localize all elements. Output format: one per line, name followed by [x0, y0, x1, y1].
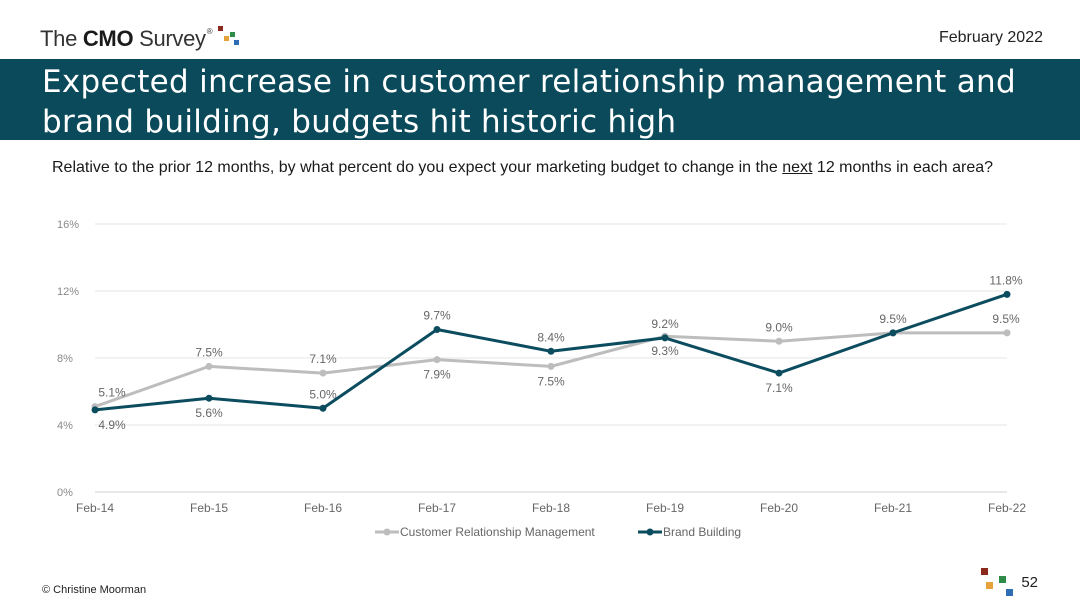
- data-point: [205, 362, 213, 370]
- data-point: [319, 404, 327, 412]
- data-label: 7.1%: [309, 352, 337, 366]
- y-tick-label: 4%: [57, 420, 73, 432]
- data-point: [205, 394, 213, 402]
- data-point: [433, 326, 441, 334]
- data-label: 7.5%: [537, 374, 565, 388]
- legend-marker: [383, 528, 391, 536]
- data-label: 7.1%: [765, 381, 793, 395]
- x-tick-label: Feb-21: [874, 501, 912, 515]
- y-tick-label: 12%: [57, 286, 79, 298]
- data-label: 8.4%: [537, 330, 565, 344]
- data-label: 5.1%: [98, 386, 126, 400]
- title-banner: [0, 59, 1080, 140]
- copyright: © Christine Moorman: [42, 584, 147, 596]
- x-tick-label: Feb-15: [190, 501, 228, 515]
- data-label: 9.5%: [992, 312, 1020, 326]
- y-tick-label: 16%: [57, 219, 79, 231]
- data-point: [547, 347, 555, 355]
- legend-label: Brand Building: [663, 525, 741, 539]
- data-point: [1003, 329, 1011, 337]
- legend-label: Customer Relationship Management: [400, 525, 595, 539]
- data-point: [319, 369, 327, 377]
- data-point: [91, 406, 99, 414]
- data-point: [775, 337, 783, 345]
- x-tick-label: Feb-16: [304, 501, 342, 515]
- y-tick-label: 0%: [57, 487, 73, 499]
- data-label: 5.6%: [195, 406, 223, 420]
- data-point: [433, 356, 441, 364]
- logo-squares-icon: [216, 24, 242, 50]
- data-label: 7.9%: [423, 368, 451, 382]
- data-label: 9.5%: [879, 312, 907, 326]
- x-tick-label: Feb-17: [418, 501, 456, 515]
- data-label: 9.0%: [765, 320, 793, 334]
- data-point: [661, 334, 669, 342]
- data-label: 7.5%: [195, 345, 223, 359]
- data-label: 4.9%: [98, 418, 126, 432]
- x-tick-label: Feb-20: [760, 501, 798, 515]
- x-tick-label: Feb-22: [988, 501, 1026, 515]
- x-tick-label: Feb-18: [532, 501, 570, 515]
- survey-question: Relative to the prior 12 months, by what…: [52, 159, 994, 176]
- line-chart: 0% 4% 8% 12% 16% Feb-14 Feb-15 Feb-16 Feb-17 Feb-…: [57, 219, 1026, 539]
- data-point: [547, 362, 555, 370]
- logo-text: The CMO Survey®: [40, 26, 213, 51]
- x-tick-label: Feb-14: [76, 501, 114, 515]
- slide-title: Expected increase in customer relationsh…: [42, 64, 1016, 140]
- y-tick-label: 8%: [57, 353, 73, 365]
- cmo-survey-logo: The CMO Survey®: [40, 22, 242, 50]
- data-point: [775, 369, 783, 377]
- report-date: February 2022: [938, 29, 1043, 46]
- data-point: [1003, 290, 1011, 298]
- data-point: [889, 329, 897, 337]
- x-tick-label: Feb-19: [646, 501, 684, 515]
- corner-squares-icon: [980, 566, 1020, 598]
- data-label: 5.0%: [309, 387, 337, 401]
- data-label: 9.2%: [651, 317, 679, 331]
- data-label: 9.3%: [651, 344, 679, 358]
- data-label: 11.8%: [989, 273, 1022, 287]
- data-label: 9.7%: [423, 309, 451, 323]
- legend-marker: [646, 528, 654, 536]
- page-number: 52: [1021, 574, 1038, 591]
